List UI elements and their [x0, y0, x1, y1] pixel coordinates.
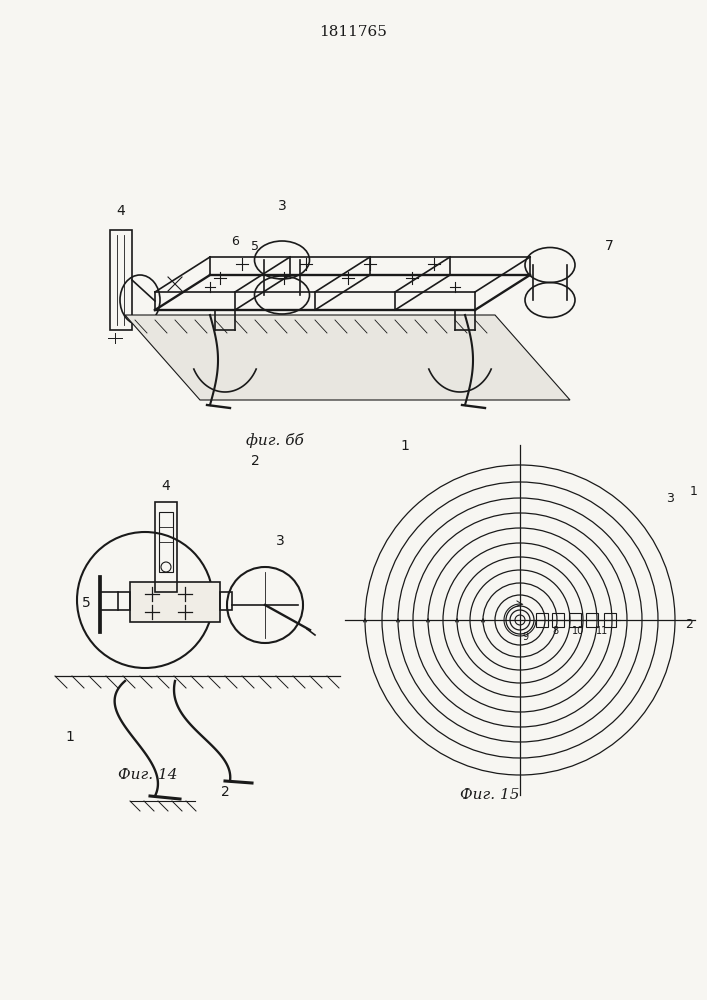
Text: 2: 2	[221, 785, 229, 799]
Text: 3: 3	[278, 199, 286, 213]
Bar	[220, 592, 232, 610]
Text: 3: 3	[666, 492, 674, 505]
Text: фиг. бб: фиг. бб	[246, 432, 304, 448]
Text: 3: 3	[276, 534, 284, 548]
Text: Фиг. 15: Фиг. 15	[460, 788, 520, 802]
Bar	[118, 592, 130, 610]
Text: 4: 4	[162, 479, 170, 493]
Text: 11: 11	[596, 626, 608, 636]
Text: 5: 5	[251, 240, 259, 253]
Bar	[569, 613, 581, 627]
Text: 1: 1	[66, 730, 74, 744]
Bar	[552, 613, 564, 627]
Text: 2: 2	[685, 618, 693, 631]
Text: 5: 5	[81, 596, 90, 610]
Text: 1: 1	[401, 439, 409, 453]
Text: 2: 2	[250, 454, 259, 468]
Text: 1: 1	[690, 485, 698, 498]
Bar	[586, 613, 598, 627]
Text: 10: 10	[572, 626, 584, 636]
Bar	[536, 613, 548, 627]
Bar	[155, 502, 177, 592]
Bar	[159, 512, 173, 572]
Text: 8: 8	[552, 626, 558, 636]
Bar	[604, 613, 616, 627]
Bar	[110, 230, 132, 330]
Text: 1811765: 1811765	[319, 25, 387, 39]
Text: 4: 4	[117, 204, 125, 218]
Text: 7: 7	[605, 239, 614, 253]
Bar	[130, 582, 220, 622]
Text: 9: 9	[522, 632, 528, 642]
Polygon shape	[125, 315, 570, 400]
Text: Фиг. 14: Фиг. 14	[118, 768, 177, 782]
Text: 6: 6	[231, 235, 239, 248]
